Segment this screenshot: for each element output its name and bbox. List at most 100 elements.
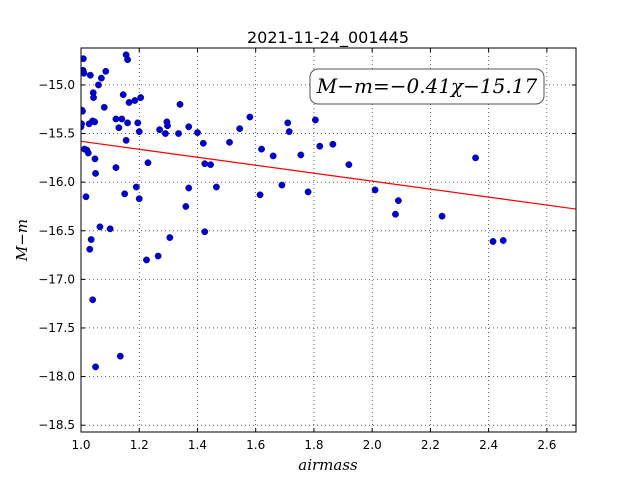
data-point [284,119,292,127]
x-tick-label: 2.4 [479,438,498,452]
fit-equation-box: M−m=−0.41χ−15.17 [309,68,545,105]
data-point [154,252,162,260]
data-point [489,238,497,245]
fit-line-group [81,140,576,210]
data-point [258,145,265,153]
x-tick-label: 1.2 [130,438,149,452]
data-point [182,203,190,210]
y-tick-label: −15.5 [38,127,75,141]
data-point [112,164,120,171]
data-point [91,155,99,163]
data-point [392,210,399,218]
data-point [162,130,169,137]
data-point [115,124,123,132]
data-point [201,160,209,168]
x-tick-label: 2.2 [421,438,440,452]
data-point [92,363,99,371]
data-point [112,115,120,123]
data-point [207,161,214,169]
data-point [81,107,86,115]
fit-line [81,140,576,210]
data-point [84,149,92,157]
data-point [118,115,126,123]
data-point [89,296,97,304]
data-point [132,183,140,191]
data-points [81,51,507,371]
x-tick-label: 2.6 [537,438,556,452]
data-point [87,236,95,243]
data-point [185,184,193,192]
y-tick-label: −18.0 [38,370,75,384]
data-point [156,126,164,134]
data-point [166,234,174,241]
data-point [86,245,94,253]
data-point [116,352,124,360]
data-point [185,123,193,131]
data-point [199,139,207,147]
data-point [100,103,108,111]
data-point [81,69,88,77]
x-tick-label: 1.0 [71,438,90,452]
data-point [121,190,129,198]
data-point [81,55,87,63]
data-point [316,142,324,150]
data-point [134,119,142,127]
data-point [297,151,305,159]
data-point [124,119,131,127]
y-tick-label: −16.5 [38,224,75,238]
data-point [119,91,127,99]
grid-lines [80,48,576,432]
data-point [246,113,254,121]
data-point [438,212,446,220]
data-point [143,256,150,264]
data-point [82,193,90,201]
data-point [122,136,130,144]
data-point [226,138,233,146]
data-point [106,225,114,233]
fit-equation-text: M−m=−0.41χ−15.17 [316,74,538,98]
x-tick-label: 1.8 [304,438,323,452]
data-point [95,81,102,89]
data-point [278,181,286,189]
data-point [394,197,402,205]
y-axis-label: M−m [13,219,31,262]
data-point [131,97,139,104]
data-point [201,228,209,236]
data-point [256,191,264,199]
data-point [97,74,105,82]
data-point [236,125,244,133]
data-point [86,71,94,79]
data-point [269,152,277,160]
axis-ticks: 1.0 1.2 1.4 1.6 1.8 2.0 2.2 2.4 2.6 −15.0 −15.5 −16… [38,48,576,452]
data-point [194,129,201,136]
data-point [137,94,145,101]
data-point [144,159,152,167]
data-point [96,223,104,231]
fit-equation-frame [309,68,545,105]
y-tick-label: −17.0 [38,272,75,286]
data-point [285,128,293,136]
data-point [90,94,97,101]
y-tick-label: −17.5 [38,321,75,335]
y-tick-label: −16.0 [38,175,75,189]
x-tick-label: 2.0 [363,438,382,452]
data-point [92,170,99,177]
data-point [124,56,131,64]
data-point [135,128,143,136]
y-tick-label: −15.0 [38,78,75,92]
chart-title: 2021-11-24_001445 [247,28,409,48]
data-point [176,100,184,108]
data-point [311,116,319,124]
data-point [164,122,171,130]
data-point [329,140,337,148]
y-tick-label: −18.5 [38,418,75,432]
data-point [371,186,379,194]
x-tick-label: 1.4 [188,438,207,452]
data-point [345,161,353,169]
data-point [499,237,507,244]
data-point [212,183,220,191]
data-point [304,188,312,196]
data-point [91,118,99,126]
plot-frame [80,47,577,433]
